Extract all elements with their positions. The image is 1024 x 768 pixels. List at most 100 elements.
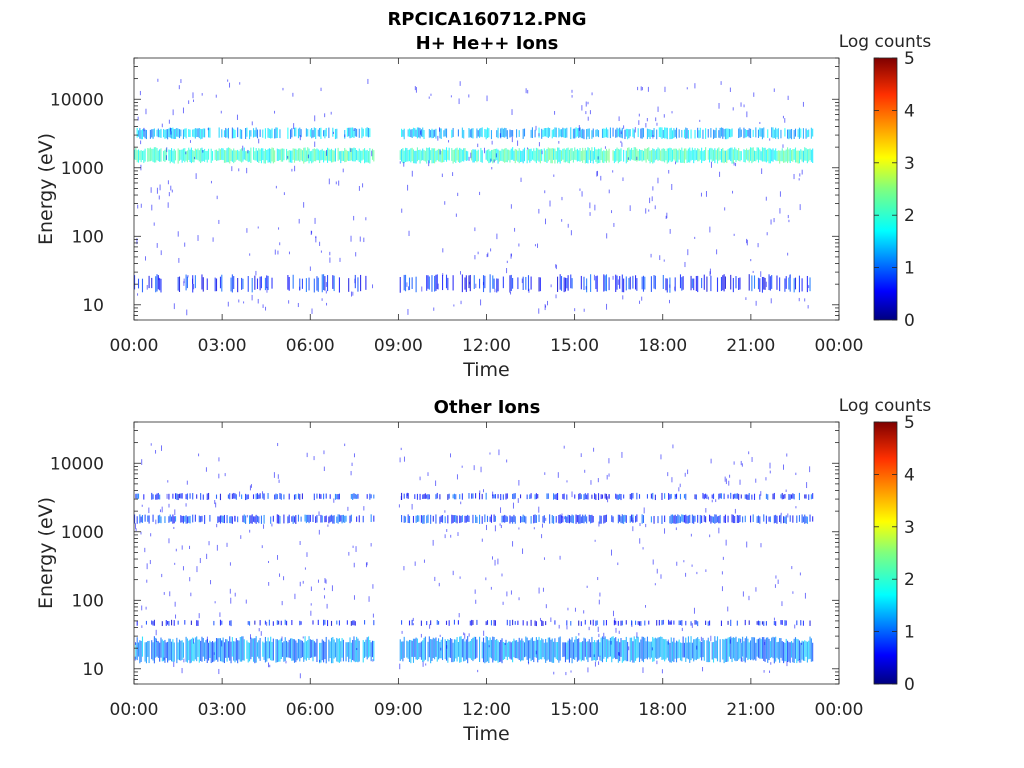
data-pixel bbox=[141, 278, 144, 293]
data-pixel bbox=[170, 185, 172, 191]
data-pixel bbox=[401, 149, 403, 162]
data-pixel bbox=[650, 641, 652, 658]
data-pixel bbox=[675, 127, 678, 139]
data-pixel bbox=[172, 514, 174, 524]
data-pixel bbox=[605, 514, 608, 522]
data-pixel bbox=[485, 621, 487, 626]
data-pixel bbox=[178, 149, 181, 161]
data-pixel bbox=[316, 515, 318, 523]
data-pixel bbox=[654, 205, 656, 210]
data-pixel bbox=[650, 276, 652, 292]
colorbar-tick-label: 2 bbox=[904, 206, 915, 226]
data-pixel bbox=[278, 640, 280, 662]
data-pixel bbox=[221, 640, 223, 647]
data-pixel bbox=[201, 274, 203, 290]
data-pixel bbox=[164, 129, 166, 139]
data-pixel bbox=[525, 276, 527, 290]
data-pixel bbox=[746, 111, 748, 118]
data-pixel bbox=[201, 636, 203, 662]
data-pixel bbox=[799, 572, 801, 576]
data-pixel bbox=[703, 515, 705, 522]
data-pixel bbox=[412, 623, 414, 626]
data-pixel bbox=[353, 215, 355, 221]
data-pixel bbox=[491, 167, 493, 170]
data-pixel bbox=[652, 148, 654, 164]
data-pixel bbox=[598, 633, 600, 638]
data-pixel bbox=[345, 642, 347, 662]
data-pixel bbox=[354, 148, 356, 162]
data-pixel bbox=[753, 275, 756, 289]
data-pixel bbox=[453, 493, 455, 500]
data-pixel bbox=[646, 118, 648, 122]
data-pixel bbox=[492, 275, 494, 289]
data-pixel bbox=[165, 642, 167, 659]
data-pixel bbox=[149, 129, 151, 139]
data-pixel bbox=[468, 493, 470, 499]
data-pixel bbox=[430, 150, 432, 161]
data-pixel bbox=[628, 278, 630, 290]
data-pixel bbox=[542, 621, 544, 626]
data-pixel bbox=[535, 493, 537, 500]
data-pixel bbox=[146, 285, 148, 290]
data-pixel bbox=[731, 637, 733, 663]
data-pixel bbox=[186, 276, 188, 289]
data-pixel bbox=[591, 636, 593, 661]
data-pixel bbox=[460, 501, 462, 505]
data-pixel bbox=[640, 86, 642, 91]
data-pixel bbox=[328, 127, 330, 139]
data-pixel bbox=[617, 562, 619, 566]
data-pixel bbox=[726, 128, 728, 140]
data-pixel bbox=[346, 642, 348, 657]
data-pixel bbox=[444, 534, 446, 539]
data-pixel bbox=[185, 494, 187, 500]
data-pixel bbox=[335, 181, 337, 185]
data-pixel bbox=[551, 515, 553, 524]
data-pixel bbox=[358, 148, 360, 163]
data-pixel bbox=[682, 514, 684, 523]
data-pixel bbox=[679, 620, 682, 625]
data-pixel bbox=[432, 148, 434, 164]
data-pixel bbox=[788, 277, 790, 290]
data-pixel bbox=[472, 128, 474, 139]
data-pixel bbox=[451, 514, 453, 524]
data-pixel bbox=[222, 148, 224, 161]
data-pixel bbox=[353, 129, 355, 138]
data-pixel bbox=[511, 109, 513, 115]
data-pixel bbox=[561, 219, 563, 222]
data-pixel bbox=[780, 512, 782, 515]
data-pixel bbox=[687, 148, 689, 163]
data-pixel bbox=[601, 494, 604, 499]
data-pixel bbox=[605, 620, 608, 626]
data-pixel bbox=[137, 204, 139, 209]
data-pixel bbox=[627, 641, 629, 662]
data-pixel bbox=[685, 620, 687, 626]
data-pixel bbox=[349, 515, 351, 524]
data-pixel bbox=[734, 516, 736, 524]
data-pixel bbox=[489, 516, 491, 522]
data-pixel bbox=[682, 636, 684, 658]
data-pixel bbox=[193, 156, 195, 160]
data-pixel bbox=[567, 223, 569, 228]
data-pixel bbox=[423, 129, 425, 140]
data-pixel bbox=[321, 639, 323, 661]
data-pixel bbox=[491, 140, 493, 145]
data-pixel bbox=[188, 129, 190, 137]
data-pixel bbox=[506, 642, 508, 661]
data-pixel bbox=[724, 276, 726, 289]
data-pixel bbox=[805, 641, 807, 657]
data-pixel bbox=[171, 619, 173, 626]
data-pixel bbox=[299, 581, 301, 587]
data-pixel bbox=[425, 663, 427, 666]
data-pixel bbox=[772, 493, 774, 500]
data-pixel bbox=[747, 150, 749, 161]
data-pixel bbox=[718, 147, 720, 161]
data-pixel bbox=[246, 640, 248, 659]
data-pixel bbox=[480, 466, 482, 473]
data-pixel bbox=[475, 493, 477, 499]
data-pixel bbox=[617, 514, 619, 524]
data-pixel bbox=[714, 514, 716, 524]
data-pixel bbox=[667, 472, 669, 477]
data-pixel bbox=[362, 149, 364, 160]
data-pixel bbox=[576, 639, 578, 662]
data-pixel bbox=[206, 553, 208, 560]
